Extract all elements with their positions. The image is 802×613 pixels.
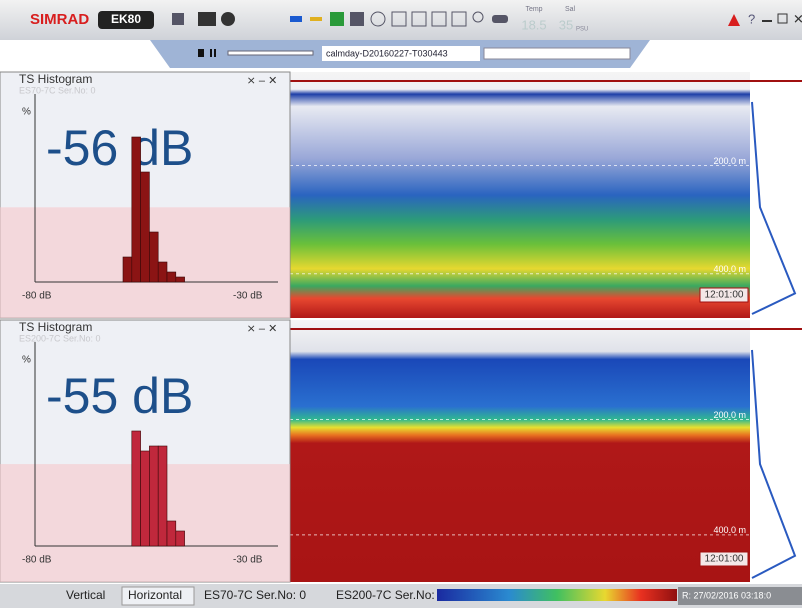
sal-value: 35 xyxy=(559,17,573,32)
y-axis-label: % xyxy=(22,355,31,366)
brand: SIMRAD xyxy=(30,11,89,28)
depth-label: 400.0 m xyxy=(713,525,746,535)
icon[interactable] xyxy=(350,12,364,26)
histogram-bar xyxy=(141,451,150,546)
histogram-subtitle: ES70-7C Ser.No: 0 xyxy=(19,85,96,95)
close-button[interactable]: ✕ xyxy=(793,11,802,26)
icon[interactable] xyxy=(290,16,302,22)
help-button[interactable]: ? xyxy=(748,11,755,26)
histogram-bar xyxy=(123,257,132,282)
depth-label: 200.0 m xyxy=(713,410,746,420)
echogram-top-line xyxy=(290,80,802,82)
temp-value: 18.5 xyxy=(521,17,546,32)
timestamp: R: 27/02/2016 03:18:0 xyxy=(682,590,771,600)
histogram-bar xyxy=(132,431,141,546)
histogram-bar xyxy=(132,137,141,282)
time-label: 12:01:00 xyxy=(705,290,744,301)
status-item[interactable]: ES200-7C Ser.No: 0 xyxy=(336,588,445,602)
ek80-window: SIMRAD EK80 Temp 18.5 Sal 35 PSU ? ✕ cal… xyxy=(0,0,802,608)
x-max-label: -30 dB xyxy=(233,291,263,302)
depth-label: 400.0 m xyxy=(713,264,746,274)
histogram-bar xyxy=(167,521,176,546)
icon[interactable] xyxy=(221,12,235,26)
echogram xyxy=(290,72,750,318)
status-item[interactable]: Vertical xyxy=(66,588,105,602)
page: SIMRAD EK80 Temp 18.5 Sal 35 PSU ? ✕ cal… xyxy=(0,0,802,608)
histogram-bar xyxy=(176,277,185,282)
profile xyxy=(750,82,802,318)
histogram-bar xyxy=(149,446,158,546)
big-value: -55 dB xyxy=(46,368,193,424)
histogram-bar xyxy=(149,232,158,282)
histogram-bar xyxy=(176,531,185,546)
status-item[interactable]: ES70-7C Ser.No: 0 xyxy=(204,588,306,602)
sal-unit: PSU xyxy=(576,27,588,33)
replay-slider[interactable] xyxy=(228,51,313,55)
file-name: calmday-D20160227-T030443 xyxy=(326,48,448,58)
histogram-title: TS Histogram xyxy=(19,72,92,86)
panel: 200.0 m 400.0 m 12:01:00 TS HistogramES200-… xyxy=(0,320,802,582)
product: EK80 xyxy=(111,12,141,26)
icon[interactable] xyxy=(172,13,184,25)
stop-button[interactable] xyxy=(198,49,204,57)
histogram-bar xyxy=(167,272,176,282)
icon[interactable] xyxy=(492,15,508,23)
panel: 200.0 m 400.0 m 12:01:00 TS HistogramES70-7… xyxy=(0,72,802,318)
icon[interactable] xyxy=(330,12,344,26)
y-axis-label: % xyxy=(22,107,31,118)
echogram-top-line xyxy=(290,328,802,330)
icon[interactable] xyxy=(310,17,322,21)
x-max-label: -30 dB xyxy=(233,555,263,566)
color-scale xyxy=(437,589,677,601)
status-item[interactable]: Horizontal xyxy=(128,588,182,602)
window-buttons[interactable]: ⨯ – ✕ xyxy=(247,75,278,87)
sal-label: Sal xyxy=(565,6,576,13)
x-min-label: -80 dB xyxy=(22,555,52,566)
pause-button[interactable] xyxy=(210,49,212,57)
icon[interactable] xyxy=(198,12,216,26)
x-min-label: -80 dB xyxy=(22,291,52,302)
window-buttons[interactable]: ⨯ – ✕ xyxy=(247,323,278,335)
profile xyxy=(750,330,802,582)
temp-label: Temp xyxy=(525,6,542,13)
big-value: -56 dB xyxy=(46,120,193,176)
histogram-bar xyxy=(158,262,167,282)
depth-label: 200.0 m xyxy=(713,156,746,166)
histogram-title: TS Histogram xyxy=(19,320,92,334)
time-label: 12:01:00 xyxy=(705,554,744,565)
pause-button[interactable] xyxy=(214,49,216,57)
histogram-bar xyxy=(158,446,167,546)
minimize-button[interactable] xyxy=(762,20,772,22)
histogram-bar xyxy=(141,172,150,282)
echogram xyxy=(290,320,750,582)
histogram-subtitle: ES200-7C Ser.No: 0 xyxy=(19,333,101,343)
progress-bar xyxy=(484,48,630,59)
